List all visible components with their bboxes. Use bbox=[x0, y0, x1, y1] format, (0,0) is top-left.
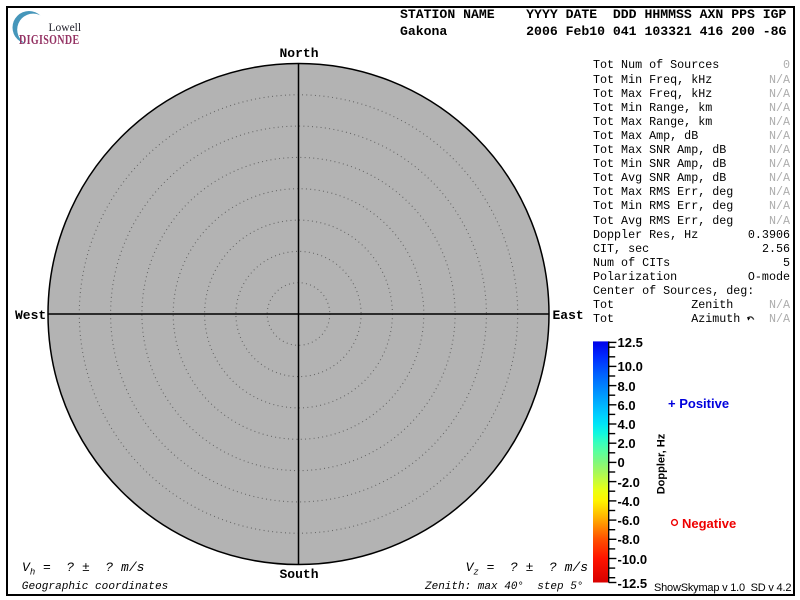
svg-text:Doppler, Hz: Doppler, Hz bbox=[655, 433, 667, 494]
